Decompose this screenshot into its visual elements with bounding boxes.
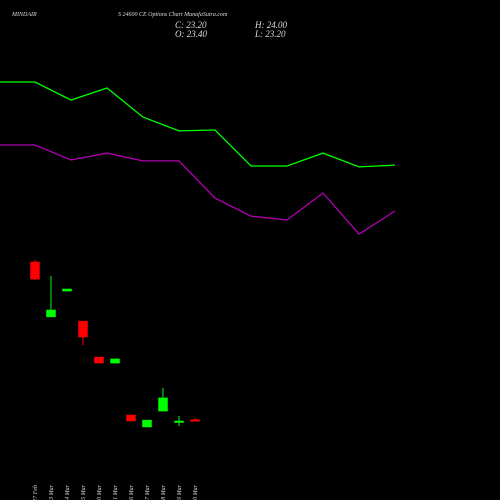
ohlc-high: H: 24.00 <box>254 20 287 30</box>
candle-body <box>62 288 72 292</box>
x-tick-label: 10 Mar <box>97 484 103 500</box>
x-tick-label: 19 Mar <box>177 484 183 500</box>
x-tick-label: 16 Mar <box>129 484 135 500</box>
x-tick-label: 20 Mar <box>193 484 199 500</box>
candle-body <box>94 356 104 364</box>
candle-body <box>78 320 88 338</box>
indicator-line <box>0 144 396 235</box>
chart-title-right: S 24600 CE Options Chart MunafaSutra.com <box>118 11 228 18</box>
chart-title-left: MINDAIR <box>11 12 37 18</box>
x-tick-label: 18 Mar <box>161 484 167 500</box>
candle-body <box>142 419 152 428</box>
candle-body <box>190 419 200 422</box>
x-tick-label: 27 Feb <box>33 485 39 500</box>
x-tick-label: 05 Mar <box>81 484 87 500</box>
x-tick-label: 11 Mar <box>113 484 119 500</box>
candle-body <box>174 420 184 423</box>
candle-body <box>126 414 136 422</box>
ohlc-low: L: 23.20 <box>254 29 286 39</box>
x-tick-label: 17 Mar <box>145 484 151 500</box>
ohlc-open: O: 23.40 <box>175 29 207 39</box>
ohlc-close: C: 23.20 <box>175 20 207 30</box>
x-tick-label: 03 Mar <box>49 484 55 500</box>
candle-body <box>30 261 40 280</box>
candle-body <box>158 397 168 412</box>
candle-body <box>110 358 120 364</box>
x-tick-label: 04 Mar <box>64 484 71 500</box>
candle-body <box>46 309 56 318</box>
indicator-line <box>0 81 396 168</box>
